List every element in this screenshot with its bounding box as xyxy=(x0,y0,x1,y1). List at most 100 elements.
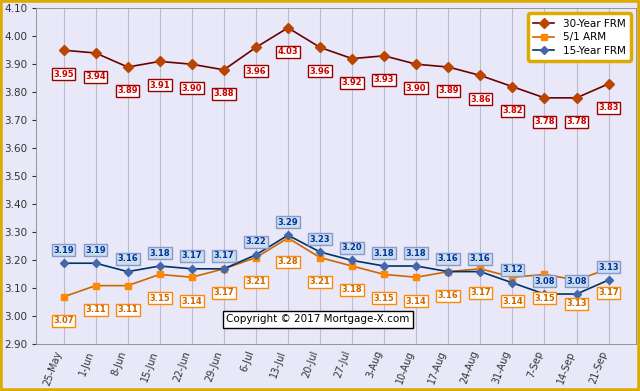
Text: 3.16: 3.16 xyxy=(438,254,459,263)
5/1 ARM xyxy=(316,255,324,260)
Text: 3.17: 3.17 xyxy=(214,251,234,260)
Text: 3.15: 3.15 xyxy=(534,294,555,303)
Text: 3.92: 3.92 xyxy=(342,78,362,87)
Text: 3.19: 3.19 xyxy=(53,246,74,255)
5/1 ARM xyxy=(477,267,484,271)
Text: 3.78: 3.78 xyxy=(534,117,555,126)
Text: 3.89: 3.89 xyxy=(438,86,458,95)
30-Year FRM xyxy=(220,68,228,72)
15-Year FRM xyxy=(541,292,548,296)
Text: 3.96: 3.96 xyxy=(310,67,330,76)
Text: 3.14: 3.14 xyxy=(181,297,202,306)
Text: 3.21: 3.21 xyxy=(246,277,266,286)
Text: 3.16: 3.16 xyxy=(470,254,491,263)
30-Year FRM xyxy=(284,25,292,30)
Text: 3.12: 3.12 xyxy=(502,265,523,274)
5/1 ARM xyxy=(284,236,292,240)
Text: 3.94: 3.94 xyxy=(85,72,106,81)
5/1 ARM xyxy=(124,283,132,288)
15-Year FRM xyxy=(60,261,67,265)
Text: 3.90: 3.90 xyxy=(182,84,202,93)
Text: 3.83: 3.83 xyxy=(598,103,619,112)
30-Year FRM xyxy=(541,95,548,100)
Text: 3.28: 3.28 xyxy=(278,257,298,266)
5/1 ARM xyxy=(348,264,356,268)
15-Year FRM xyxy=(348,258,356,263)
5/1 ARM xyxy=(252,255,260,260)
Text: 3.89: 3.89 xyxy=(117,86,138,95)
15-Year FRM xyxy=(316,250,324,255)
5/1 ARM xyxy=(380,272,388,277)
Text: 3.14: 3.14 xyxy=(502,297,523,306)
5/1 ARM xyxy=(188,275,196,280)
30-Year FRM xyxy=(444,65,452,69)
Text: 3.88: 3.88 xyxy=(214,89,234,98)
30-Year FRM xyxy=(509,84,516,89)
5/1 ARM xyxy=(541,272,548,277)
5/1 ARM xyxy=(444,269,452,274)
Text: 4.03: 4.03 xyxy=(278,47,298,56)
15-Year FRM xyxy=(573,292,580,296)
Text: 3.96: 3.96 xyxy=(246,67,266,76)
15-Year FRM xyxy=(284,233,292,237)
Text: 3.19: 3.19 xyxy=(85,246,106,255)
30-Year FRM xyxy=(316,45,324,50)
Text: 3.95: 3.95 xyxy=(53,70,74,79)
Text: 3.18: 3.18 xyxy=(406,249,426,258)
Line: 30-Year FRM: 30-Year FRM xyxy=(60,24,612,101)
Text: 3.17: 3.17 xyxy=(598,288,619,297)
30-Year FRM xyxy=(412,62,420,66)
Line: 15-Year FRM: 15-Year FRM xyxy=(61,232,611,297)
30-Year FRM xyxy=(188,62,196,66)
Legend: 30-Year FRM, 5/1 ARM, 15-Year FRM: 30-Year FRM, 5/1 ARM, 15-Year FRM xyxy=(528,13,630,61)
Text: 3.17: 3.17 xyxy=(214,288,234,297)
Text: 3.14: 3.14 xyxy=(406,297,427,306)
5/1 ARM xyxy=(509,275,516,280)
Text: 3.08: 3.08 xyxy=(534,277,555,286)
Text: 3.17: 3.17 xyxy=(182,251,202,260)
15-Year FRM xyxy=(124,269,132,274)
15-Year FRM xyxy=(605,278,612,282)
Text: 3.29: 3.29 xyxy=(278,218,298,227)
15-Year FRM xyxy=(220,267,228,271)
5/1 ARM xyxy=(605,267,612,271)
Text: 3.18: 3.18 xyxy=(342,285,362,294)
Text: 3.11: 3.11 xyxy=(117,305,138,314)
5/1 ARM xyxy=(220,267,228,271)
Text: 3.78: 3.78 xyxy=(566,117,587,126)
Text: 3.20: 3.20 xyxy=(342,243,362,252)
5/1 ARM xyxy=(60,294,67,299)
Text: 3.15: 3.15 xyxy=(374,294,394,303)
Text: 3.21: 3.21 xyxy=(310,277,330,286)
30-Year FRM xyxy=(573,95,580,100)
Text: 3.18: 3.18 xyxy=(374,249,394,258)
15-Year FRM xyxy=(92,261,99,265)
30-Year FRM xyxy=(477,73,484,78)
Text: 3.13: 3.13 xyxy=(566,300,587,308)
15-Year FRM xyxy=(477,269,484,274)
Text: 3.90: 3.90 xyxy=(406,84,426,93)
30-Year FRM xyxy=(124,65,132,69)
15-Year FRM xyxy=(412,264,420,268)
5/1 ARM xyxy=(573,278,580,282)
Text: 3.91: 3.91 xyxy=(149,81,170,90)
5/1 ARM xyxy=(92,283,99,288)
30-Year FRM xyxy=(156,59,164,64)
Text: 3.17: 3.17 xyxy=(470,288,491,297)
Text: 3.86: 3.86 xyxy=(470,95,491,104)
Text: 3.82: 3.82 xyxy=(502,106,523,115)
Text: 3.93: 3.93 xyxy=(374,75,394,84)
30-Year FRM xyxy=(92,51,99,56)
Text: 3.22: 3.22 xyxy=(246,237,266,246)
Text: 3.15: 3.15 xyxy=(149,294,170,303)
30-Year FRM xyxy=(605,81,612,86)
15-Year FRM xyxy=(156,264,164,268)
Line: 5/1 ARM: 5/1 ARM xyxy=(60,235,612,300)
Text: 3.13: 3.13 xyxy=(598,263,619,272)
30-Year FRM xyxy=(380,54,388,58)
15-Year FRM xyxy=(252,253,260,257)
Text: 3.16: 3.16 xyxy=(438,291,459,300)
15-Year FRM xyxy=(509,280,516,285)
30-Year FRM xyxy=(60,48,67,52)
15-Year FRM xyxy=(188,267,196,271)
